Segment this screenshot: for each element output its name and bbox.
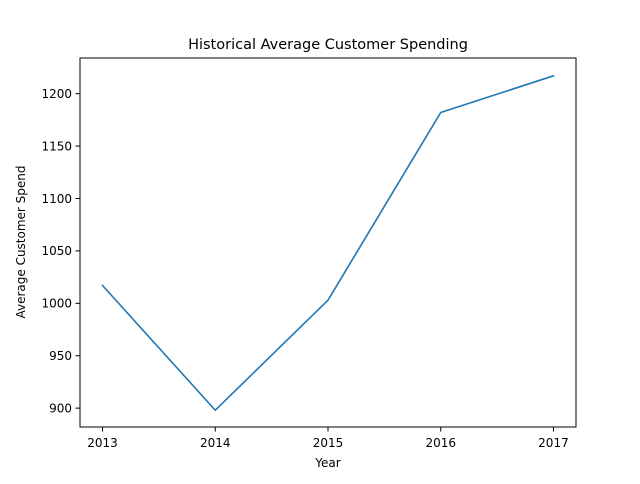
y-axis-label: Average Customer Spend bbox=[14, 165, 28, 318]
y-tick-label: 1200 bbox=[41, 87, 72, 101]
y-tick-label: 1100 bbox=[41, 192, 72, 206]
y-tick-label: 1150 bbox=[41, 139, 72, 153]
y-tick-label: 1050 bbox=[41, 244, 72, 258]
y-axis-ticks: 900 950 1000 1050 1100 1150 1200 bbox=[41, 87, 80, 415]
x-tick-label: 2015 bbox=[313, 436, 344, 450]
y-tick-label: 1000 bbox=[41, 297, 72, 311]
series-group bbox=[101, 74, 555, 412]
x-axis-label: Year bbox=[314, 456, 340, 470]
x-tick-label: 2016 bbox=[425, 436, 456, 450]
x-tick-label: 2017 bbox=[538, 436, 569, 450]
x-tick-label: 2014 bbox=[200, 436, 231, 450]
chart-title: Historical Average Customer Spending bbox=[188, 37, 468, 53]
y-tick-label: 950 bbox=[49, 349, 72, 363]
x-axis-ticks: 2013 2014 2015 2016 2017 bbox=[87, 427, 569, 450]
x-tick-label: 2013 bbox=[87, 436, 118, 450]
y-tick-label: 900 bbox=[49, 401, 72, 415]
series-line bbox=[101, 74, 555, 412]
